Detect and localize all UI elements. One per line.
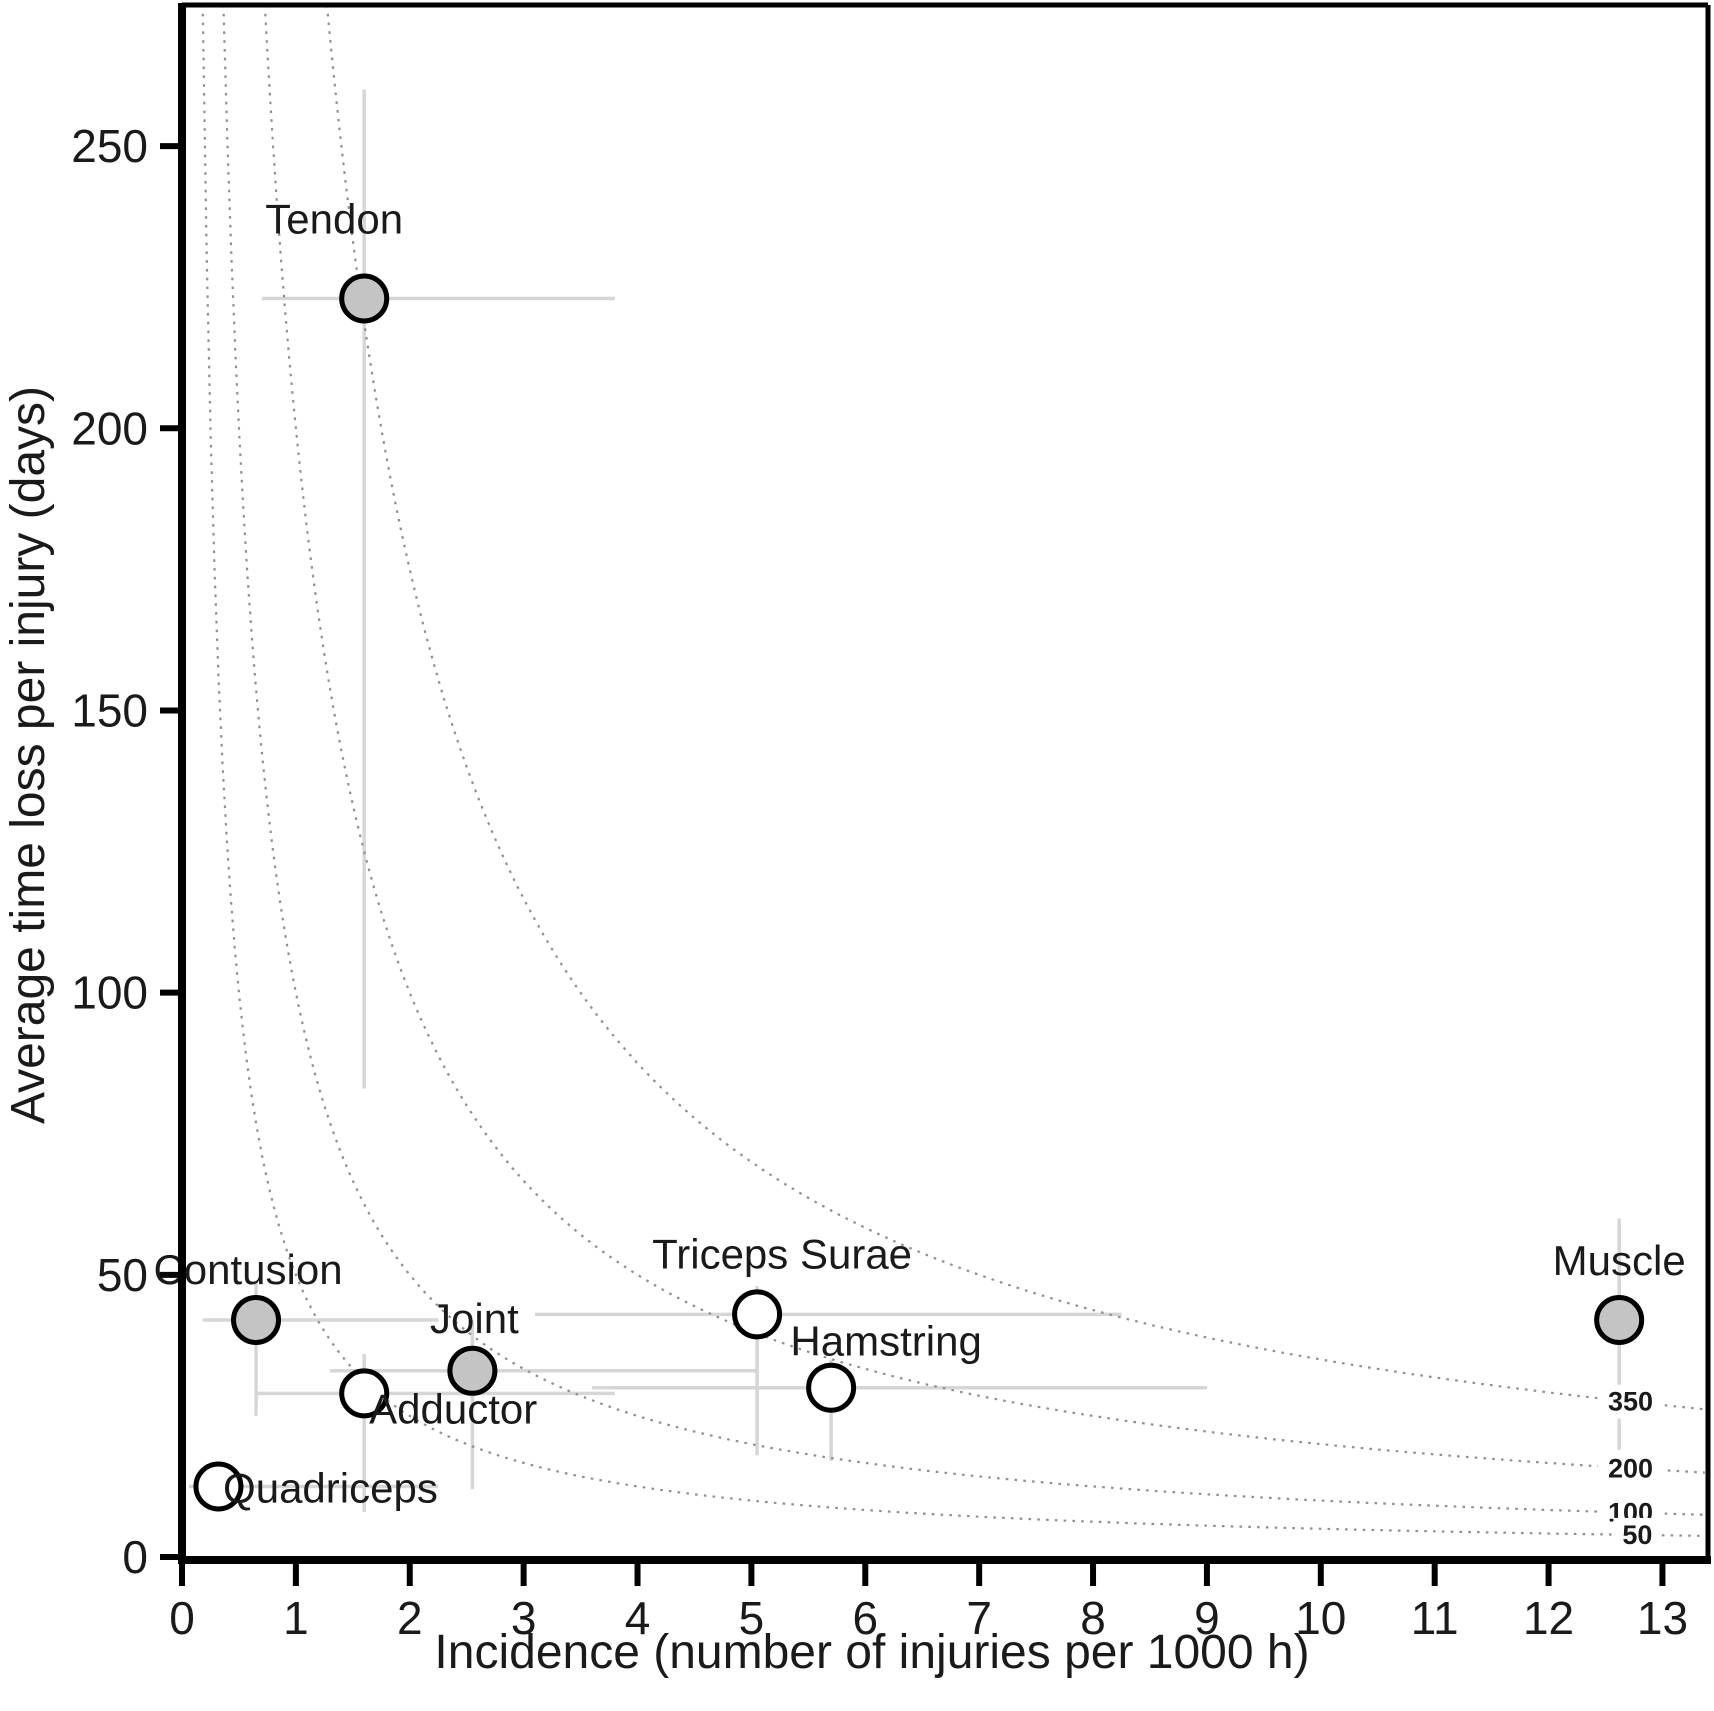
curve-label-mask-350: [1598, 1384, 1664, 1419]
point-hamstring: [806, 1362, 857, 1413]
y-tick-label-250: 250: [71, 120, 148, 172]
iso-burden-curve-350: [325, 4, 1704, 1411]
iso-burden-curve-100: [222, 4, 1704, 1516]
y-axis-title: Average time loss per injury (days): [2, 386, 55, 1124]
y-tick-label-0: 0: [122, 1531, 148, 1583]
point-quadriceps: [193, 1461, 244, 1512]
x-tick-label-3: 3: [511, 1592, 537, 1644]
point-contusion: [231, 1294, 282, 1345]
point-label-muscle: Muscle: [1553, 1237, 1686, 1284]
x-tick-label-7: 7: [966, 1592, 992, 1644]
point-label-adductor: Adductor: [369, 1385, 537, 1432]
point-adductor: [339, 1368, 390, 1419]
point-joint: [447, 1345, 498, 1396]
curve-label-350: 350: [1608, 1387, 1653, 1417]
point-tendon: [339, 273, 390, 324]
point-triceps-surae: [732, 1289, 783, 1340]
curve-label-mask-200: [1598, 1451, 1664, 1486]
curve-label-200: 200: [1608, 1453, 1653, 1483]
point-muscle: [1594, 1294, 1645, 1345]
y-tick-label-100: 100: [71, 967, 148, 1019]
point-label-joint: Joint: [430, 1295, 519, 1342]
x-tick-label-11: 11: [1411, 1592, 1459, 1644]
x-tick-label-1: 1: [283, 1592, 309, 1644]
point-label-tendon: Tendon: [265, 195, 403, 242]
x-axis-title: Incidence (number of injuries per 1000 h…: [434, 1626, 1309, 1679]
x-tick-label-0: 0: [169, 1592, 195, 1644]
curve-label-50: 50: [1622, 1520, 1652, 1550]
y-tick-label-150: 150: [71, 684, 148, 736]
x-tick-label-6: 6: [852, 1592, 878, 1644]
x-tick-label-9: 9: [1194, 1592, 1220, 1644]
point-label-triceps-surae: Triceps Surae: [652, 1230, 912, 1277]
x-tick-label-2: 2: [397, 1592, 423, 1644]
y-tick-label-50: 50: [97, 1249, 148, 1301]
x-tick-label-13: 13: [1637, 1592, 1688, 1644]
x-tick-label-12: 12: [1523, 1592, 1574, 1644]
curve-label-mask-50: [1613, 1517, 1662, 1552]
x-tick-label-8: 8: [1080, 1592, 1106, 1644]
point-label-hamstring: Hamstring: [790, 1318, 981, 1365]
x-tick-label-5: 5: [739, 1592, 765, 1644]
iso-burden-curve-50: [201, 4, 1703, 1537]
y-tick-label-200: 200: [71, 402, 148, 454]
x-tick-label-4: 4: [625, 1592, 651, 1644]
point-label-quadriceps: Quadriceps: [223, 1464, 438, 1511]
x-tick-label-10: 10: [1295, 1592, 1346, 1644]
